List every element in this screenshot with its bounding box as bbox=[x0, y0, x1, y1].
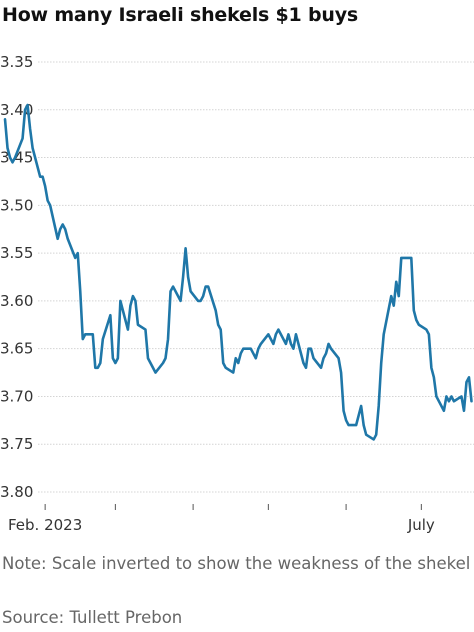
chart-source: Source: Tullett Prebon bbox=[2, 608, 183, 627]
x-axis-ticks: Feb. 2023 July bbox=[8, 504, 435, 534]
series-line-0 bbox=[3, 103, 473, 441]
x-tick-label: July bbox=[407, 516, 435, 534]
y-tick-label: 3.35 bbox=[0, 53, 33, 71]
y-tick-label: 3.55 bbox=[0, 244, 33, 262]
x-tick-label: Feb. 2023 bbox=[8, 516, 82, 534]
chart-title: How many Israeli shekels $1 buys bbox=[2, 4, 359, 26]
grid-lines bbox=[38, 61, 474, 493]
y-tick-label: 3.50 bbox=[0, 196, 33, 214]
y-tick-label: 3.80 bbox=[0, 483, 33, 501]
y-tick-label: 3.75 bbox=[0, 435, 33, 453]
y-tick-label: 3.70 bbox=[0, 387, 33, 405]
y-tick-label: 3.60 bbox=[0, 292, 33, 310]
series-group bbox=[3, 103, 473, 441]
y-tick-label: 3.65 bbox=[0, 340, 33, 358]
y-axis-tick-labels: 3.353.403.453.503.553.603.653.703.753.80 bbox=[0, 53, 33, 501]
chart-note: Note: Scale inverted to show the weaknes… bbox=[2, 554, 471, 573]
